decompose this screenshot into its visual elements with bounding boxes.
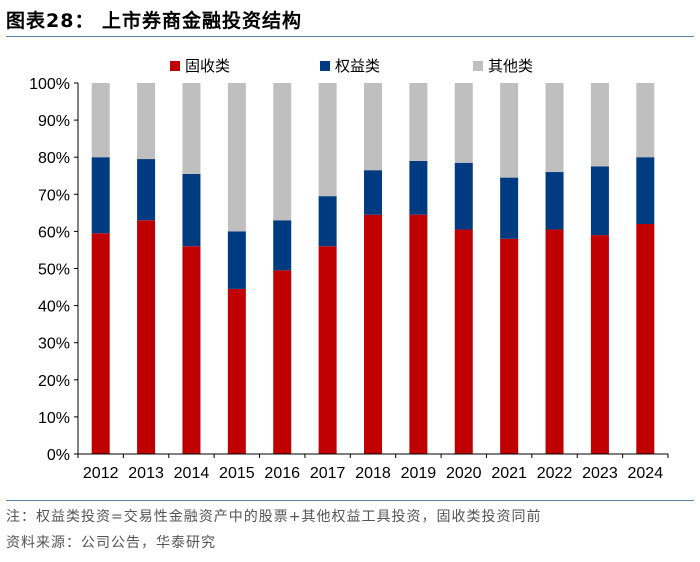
legend-swatch-3 [473,61,483,71]
x-tick-label: 2018 [355,465,391,482]
x-tick-label: 2021 [491,465,527,482]
bars [91,83,655,454]
y-tick-label: 30% [38,336,70,353]
y-tick-label: 70% [38,187,70,204]
bar-2023-series-3 [590,83,609,167]
x-tick-label: 2024 [628,465,664,482]
x-tick-label: 2017 [310,465,346,482]
bar-2020-series-2 [454,162,473,230]
bar-2015-series-3 [227,83,246,232]
title-divider [6,36,694,37]
y-tick-label: 100% [29,76,70,93]
bar-2014-series-2 [182,173,201,247]
legend-label-3: 其他类 [488,57,533,75]
bar-2012-series-3 [91,83,110,158]
x-tick-label: 2012 [83,465,119,482]
bar-2024-series-3 [636,83,655,158]
bar-2018-series-1 [364,214,382,454]
chart-legend: 固收类 权益类 其他类 [170,57,533,75]
bar-2018-series-3 [364,83,382,171]
bar-2022-series-2 [545,172,564,230]
y-tick-label: 10% [38,410,70,427]
bar-2012-series-2 [91,157,110,234]
bar-2012-series-1 [91,233,110,454]
y-tick-label: 20% [38,373,70,390]
bar-2014-series-1 [182,246,201,454]
bar-2019-series-1 [409,214,428,454]
legend-swatch-1 [170,61,180,71]
bar-2017-series-2 [318,196,337,247]
bar-2015-series-1 [227,288,246,454]
figure-title: 图表28： 上市券商金融投资结构 [6,10,303,32]
stacked-bar-chart: 固收类 权益类 其他类 0% 10% 20% 30% 40% 50% 60% 70% 80% 90% 1… [29,57,669,482]
bar-2013-series-2 [137,159,156,221]
legend-label-1: 固收类 [185,57,230,75]
bar-2019-series-3 [409,83,428,161]
bar-2021-series-3 [500,83,519,178]
x-tick-label: 2013 [128,465,164,482]
legend-swatch-2 [320,61,330,71]
bar-2016-series-1 [273,270,292,454]
axes [74,82,669,458]
bar-2024-series-1 [636,223,655,454]
note-divider [6,500,694,501]
bar-2016-series-2 [273,220,292,271]
bar-2022-series-1 [545,229,564,454]
bar-2020-series-1 [454,229,473,454]
bar-2024-series-2 [636,157,655,224]
y-tick-label: 40% [38,299,70,316]
x-tick-label: 2014 [174,465,210,482]
bar-2014-series-3 [182,83,201,174]
bar-2023-series-1 [590,235,609,454]
bar-2021-series-1 [500,238,519,454]
y-tick-label: 0% [47,447,70,464]
bar-2019-series-2 [409,160,428,215]
bar-2016-series-3 [273,83,292,221]
x-tick-label: 2022 [537,465,573,482]
x-tick-label: 2016 [264,465,300,482]
y-axis-tick-labels: 0% 10% 20% 30% 40% 50% 60% 70% 80% 90% 100% [29,76,70,464]
bar-2021-series-2 [500,177,519,239]
x-tick-label: 2023 [582,465,618,482]
x-tick-label: 2020 [446,465,482,482]
x-tick-label: 2019 [401,465,437,482]
source-text: 资料来源：公司公告，华泰研究 [6,535,216,551]
legend-label-2: 权益类 [335,57,380,75]
bar-2023-series-2 [590,166,609,236]
bar-2015-series-2 [227,231,246,289]
bar-2022-series-3 [545,83,564,173]
bar-2017-series-1 [318,246,337,454]
chart-note: 注：权益类投资=交易性金融资产中的股票+其他权益工具投资，固收类投资同前 [6,509,542,525]
y-tick-label: 80% [38,150,70,167]
y-tick-label: 60% [38,224,70,241]
x-tick-label: 2015 [219,465,255,482]
bar-2013-series-1 [137,220,156,454]
bar-2017-series-3 [318,83,337,197]
bar-2013-series-3 [137,83,156,160]
x-axis-tick-labels: 2012 2013 2014 2015 2016 2017 2018 2019 2020 2021… [83,465,663,482]
bar-2020-series-3 [454,83,473,163]
y-tick-label: 50% [38,262,70,279]
bar-2018-series-2 [364,170,382,215]
y-tick-label: 90% [38,113,70,130]
